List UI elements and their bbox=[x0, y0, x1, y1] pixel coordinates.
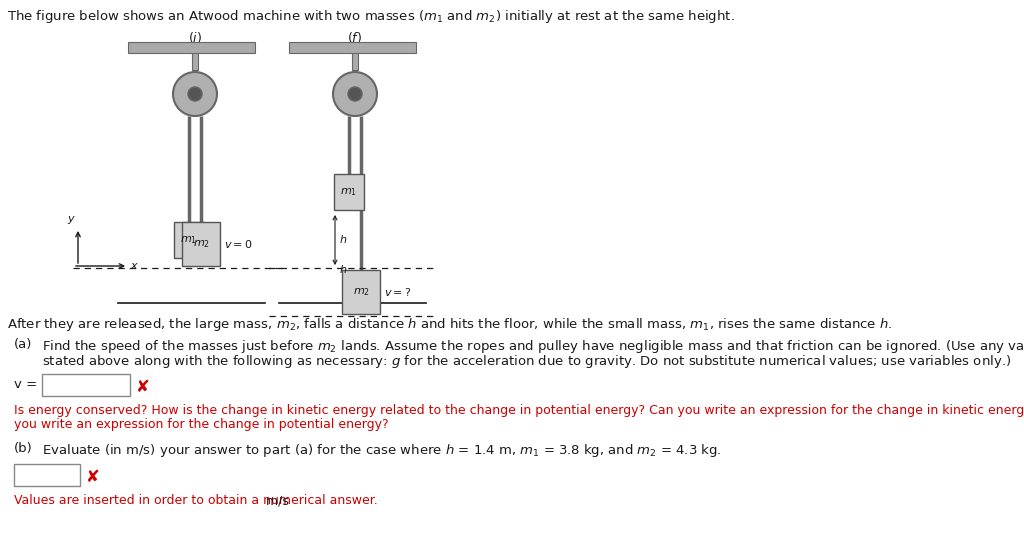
Bar bbox=[182, 222, 220, 266]
Text: Evaluate (in m/s) your answer to part (a) for the case where $h$ = 1.4 m, $m_1$ : Evaluate (in m/s) your answer to part (a… bbox=[42, 442, 722, 459]
Text: $v = ?$: $v = ?$ bbox=[384, 286, 412, 298]
Text: stated above along with the following as necessary: $g$ for the acceleration due: stated above along with the following as… bbox=[42, 353, 1012, 370]
Text: (b): (b) bbox=[14, 442, 33, 455]
Text: $x$: $x$ bbox=[130, 261, 139, 271]
Circle shape bbox=[333, 72, 377, 116]
Bar bbox=[174, 222, 204, 258]
Circle shape bbox=[348, 87, 362, 101]
Text: $(i)$: $(i)$ bbox=[188, 30, 202, 45]
Bar bbox=[352, 50, 358, 70]
Text: $y$: $y$ bbox=[67, 214, 76, 226]
Bar bbox=[42, 374, 130, 396]
Text: $m_1$: $m_1$ bbox=[180, 234, 198, 246]
Text: m/s: m/s bbox=[262, 494, 289, 507]
Text: $m_2$: $m_2$ bbox=[193, 238, 210, 250]
Text: $h$: $h$ bbox=[339, 233, 347, 245]
Bar bbox=[342, 270, 380, 314]
Text: After they are released, the large mass, $m_2$, falls a distance $h$ and hits th: After they are released, the large mass,… bbox=[7, 316, 893, 333]
Bar bbox=[334, 174, 364, 210]
Bar bbox=[193, 50, 198, 70]
Text: ✘: ✘ bbox=[86, 468, 100, 486]
Text: $m_1$: $m_1$ bbox=[340, 186, 357, 198]
Text: v =: v = bbox=[14, 378, 37, 390]
Text: Values are inserted in order to obtain a numerical answer.: Values are inserted in order to obtain a… bbox=[14, 494, 378, 507]
Text: Find the speed of the masses just before $m_2$ lands. Assume the ropes and pulle: Find the speed of the masses just before… bbox=[42, 338, 1024, 355]
Text: ✘: ✘ bbox=[136, 378, 150, 396]
Text: $(f)$: $(f)$ bbox=[347, 30, 362, 45]
Circle shape bbox=[173, 72, 217, 116]
Text: $v = 0$: $v = 0$ bbox=[224, 238, 253, 250]
Bar bbox=[289, 42, 416, 53]
Text: The figure below shows an Atwood machine with two masses ($m_1$ and $m_2$) initi: The figure below shows an Atwood machine… bbox=[7, 8, 735, 25]
Text: (a): (a) bbox=[14, 338, 33, 351]
Text: $m_2$: $m_2$ bbox=[352, 286, 370, 298]
Circle shape bbox=[188, 87, 202, 101]
Bar bbox=[14, 464, 80, 486]
Text: $h$: $h$ bbox=[339, 263, 347, 275]
Bar bbox=[128, 42, 255, 53]
Text: Is energy conserved? How is the change in kinetic energy related to the change i: Is energy conserved? How is the change i… bbox=[14, 404, 1024, 417]
Text: you write an expression for the change in potential energy?: you write an expression for the change i… bbox=[14, 418, 389, 431]
